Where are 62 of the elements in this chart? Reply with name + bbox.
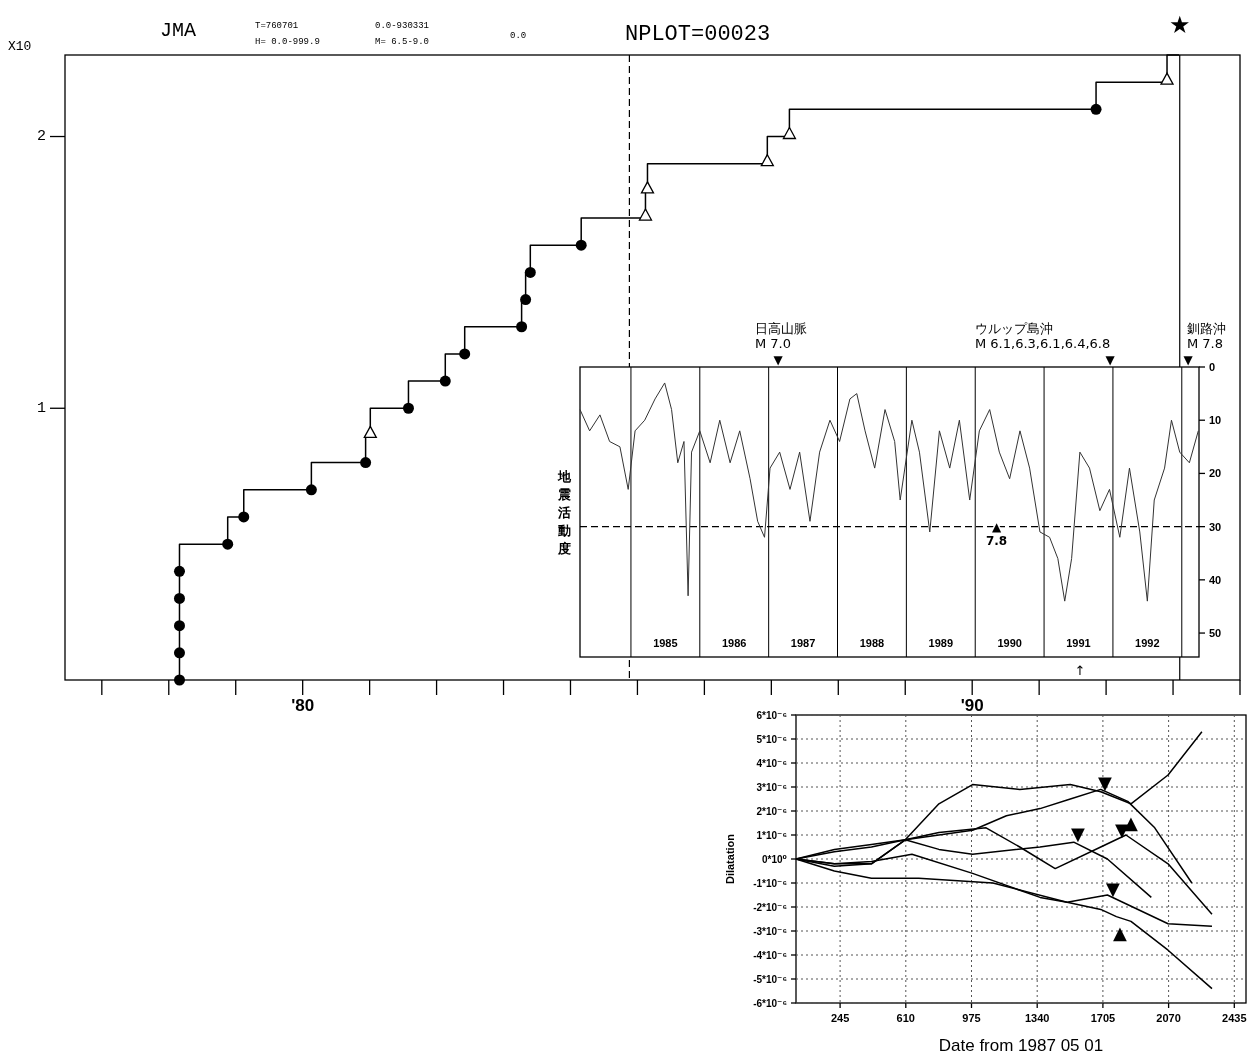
x-tick-label: '80: [291, 696, 315, 715]
x-tick-label: 1986: [721, 637, 747, 649]
y-tick-label: -6*10⁻⁶: [753, 997, 787, 1009]
y-tick-label: 30: [1209, 520, 1222, 533]
x-tick-label: 2070: [1156, 1012, 1181, 1024]
annotation: ▼: [773, 353, 784, 367]
x-tick-label: '90: [960, 696, 984, 715]
y-tick-label: 40: [1209, 573, 1222, 586]
y-tick-label: 2*10⁻⁶: [756, 805, 787, 817]
y-tick-label: -3*10⁻⁶: [753, 925, 787, 937]
annotation: ▼: [1183, 353, 1194, 367]
y-tick-label: 0: [1209, 361, 1216, 373]
y-tick-label: 6*10⁻⁶: [756, 709, 787, 721]
text: H= 0.0-999.9: [255, 37, 320, 47]
x-tick-label: 975: [962, 1012, 981, 1024]
y-tick-label: 4*10⁻⁶: [756, 757, 787, 769]
x-tick-label: 1985: [653, 637, 678, 649]
annotation: ▲: [1113, 921, 1128, 943]
y-tick-label: 0*10⁰: [762, 853, 787, 865]
x-tick-label: 1987: [790, 637, 816, 649]
text: T=760701: [255, 21, 299, 31]
annotation: 日高山脈 M 7.0: [755, 320, 807, 351]
y-tick-label: 20: [1209, 467, 1222, 480]
text: 0.0-930331: [375, 21, 430, 31]
x-tick-label: 1705: [1090, 1012, 1116, 1024]
x-tick-label: 1340: [1024, 1012, 1050, 1024]
ref-line-label: ★: [1168, 11, 1191, 39]
y-tick-label: 10: [1209, 414, 1222, 427]
y-tick-label: 1: [36, 399, 46, 417]
text: 0.0: [510, 31, 527, 41]
y-tick-label: -5*10⁻⁶: [753, 973, 787, 985]
y-axis-title: Dilatation: [724, 833, 736, 885]
x-tick-label: 1989: [928, 637, 954, 649]
x-tick-label: 1992: [1135, 637, 1160, 649]
y-tick-label: -1*10⁻⁶: [753, 877, 787, 889]
annotation: ▼: [1098, 771, 1113, 793]
y-tick-label: -4*10⁻⁶: [753, 949, 787, 961]
text: X10: [8, 39, 32, 54]
y-tick-label: 3*10⁻⁶: [756, 781, 787, 793]
y-tick-label: 50: [1209, 627, 1222, 640]
x-tick-label: 1991: [1066, 637, 1091, 649]
x-tick-label: 245: [830, 1012, 850, 1024]
x-tick-label: 610: [896, 1012, 915, 1024]
y-tick-label: 5*10⁻⁶: [756, 733, 787, 745]
y-tick-label: -2*10⁻⁶: [753, 901, 787, 913]
annotation: ↑: [1074, 662, 1086, 678]
chart-title: JMA: [160, 19, 197, 42]
annotation: ▼: [1071, 822, 1086, 844]
x-tick-label: 2435: [1222, 1012, 1247, 1024]
text: M= 6.5-9.0: [375, 37, 430, 47]
annotation: ▼: [1106, 877, 1121, 899]
annotation: ▲ 7.8: [985, 519, 1008, 548]
annotation: 釧路沖 M 7.8: [1187, 320, 1226, 351]
y-tick-label: 2: [36, 128, 46, 146]
y-axis-title: 地震活動度: [556, 468, 572, 556]
text: NPLOT=00023: [625, 22, 771, 47]
y-tick-label: 1*10⁻⁶: [756, 829, 787, 841]
annotation: ウルップ島沖 M 6.1,6.3,6.1,6.4,6.8: [975, 320, 1111, 351]
x-axis-title: Date from 1987 05 01: [938, 1036, 1104, 1055]
annotation: ▼: [1105, 353, 1116, 367]
x-tick-label: 1988: [859, 637, 885, 649]
x-tick-label: 1990: [997, 637, 1022, 649]
